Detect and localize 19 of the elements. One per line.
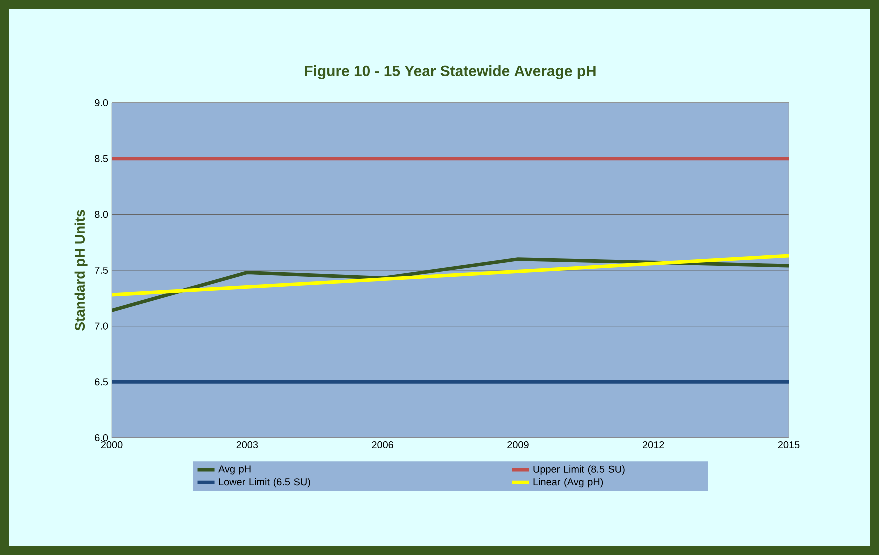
y-tick-label: 7.0 xyxy=(95,322,108,330)
legend-label: Avg pH xyxy=(218,466,251,475)
x-tick-label: 2015 xyxy=(778,442,800,449)
x-tick-label: 2012 xyxy=(643,442,664,449)
x-tick-label: 2003 xyxy=(236,442,258,449)
chart-title: Figure 10 - 15 Year Statewide Average pH xyxy=(305,65,596,80)
y-tick-label: 6.5 xyxy=(95,378,108,386)
legend-label: Linear (Avg pH) xyxy=(534,478,604,488)
y-axis-title: Standard pH Units xyxy=(74,210,88,331)
y-tick-label: 8.0 xyxy=(95,211,108,218)
y-tick-label: 6.0 xyxy=(95,434,108,442)
y-tick-label: 9.0 xyxy=(95,99,108,107)
x-tick-label: 2006 xyxy=(372,442,394,449)
x-tick-label: 2000 xyxy=(101,442,123,449)
y-tick-label: 7.5 xyxy=(95,267,108,274)
y-tick-label: 8.5 xyxy=(95,155,108,162)
legend-label: Upper Limit (8.5 SU) xyxy=(534,466,625,475)
legend-label: Lower Limit (6.5 SU) xyxy=(219,478,310,488)
x-tick-label: 2009 xyxy=(508,442,529,449)
